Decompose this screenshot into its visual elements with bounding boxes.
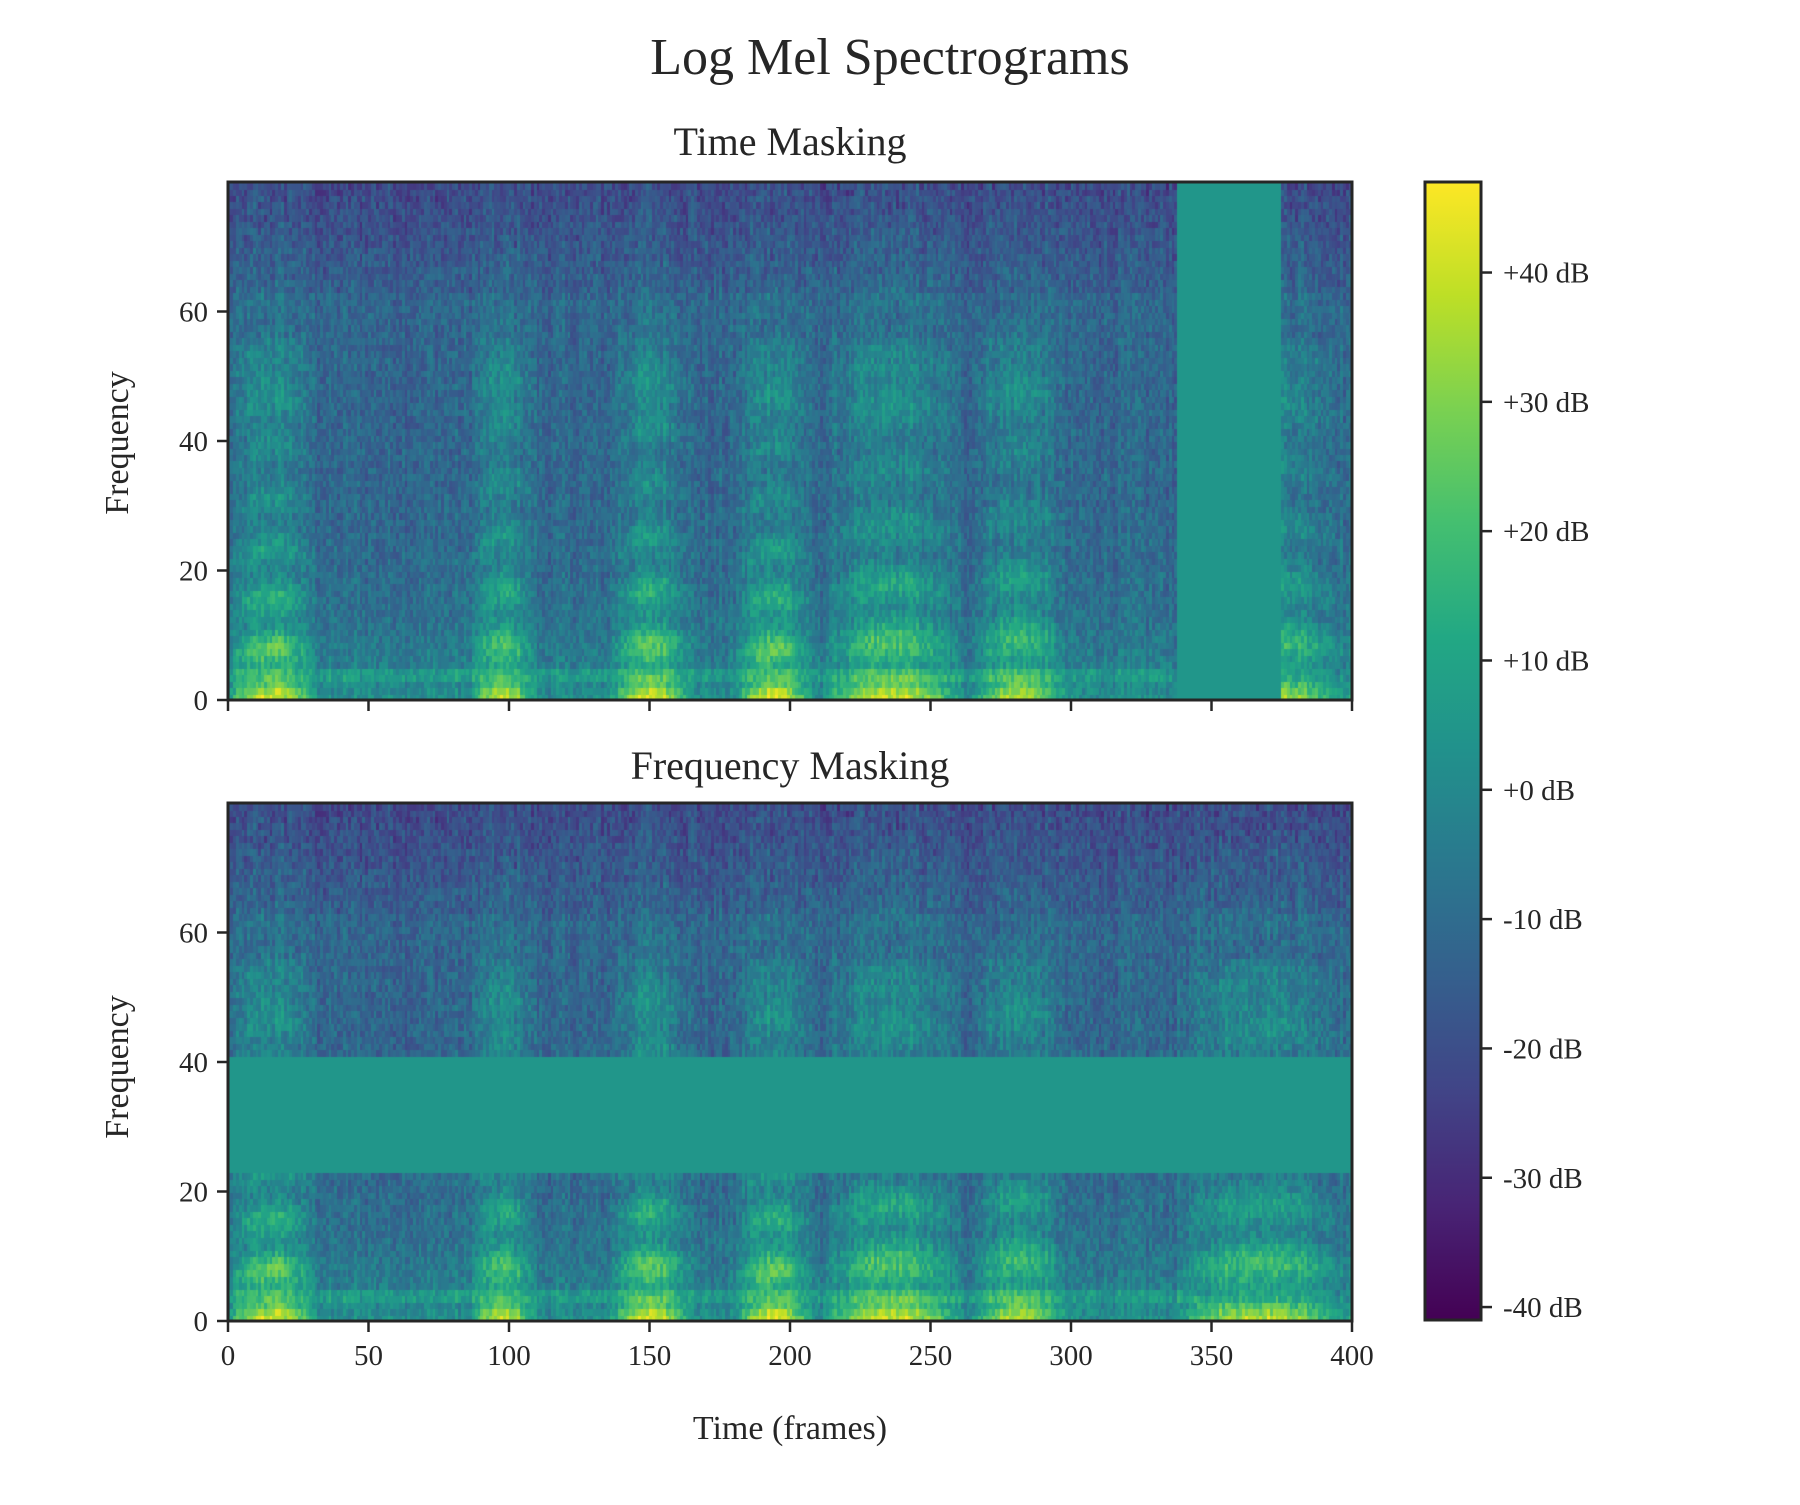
- panel-1-axes: 0 20 40 60: [179, 297, 1354, 717]
- y-tick-label: 40: [179, 1047, 208, 1079]
- panel-2-axes: 0 50 100 150 200 250 300 350 400 0 20 40 60: [179, 918, 1374, 1373]
- x-tick-label: 200: [768, 1340, 812, 1372]
- spectrogram-frequency-masking: [228, 803, 1352, 1321]
- x-axis-label: Time (frames): [693, 1410, 887, 1447]
- x-tick-label: 0: [221, 1340, 236, 1372]
- x-tick-label: 300: [1049, 1340, 1093, 1372]
- colorbar-ticks: +40 dB +30 dB +20 dB +10 dB +0 dB -10 dB -20 d…: [1481, 258, 1589, 1324]
- x-tick-label: 250: [909, 1340, 953, 1372]
- colorbar-tick-label: -40 dB: [1503, 1292, 1583, 1324]
- colorbar-tick-label: +40 dB: [1503, 258, 1589, 290]
- y-tick-label: 20: [179, 1177, 208, 1209]
- y-tick-label: 20: [179, 556, 208, 588]
- colorbar-tick-label: +0 dB: [1503, 775, 1575, 807]
- colorbar-tick-label: +10 dB: [1503, 645, 1589, 677]
- y-tick-label: 60: [179, 918, 208, 950]
- x-tick-label: 50: [354, 1340, 383, 1372]
- panel-title-time-masking: Time Masking: [673, 119, 906, 164]
- colorbar-tick-label: -30 dB: [1503, 1163, 1583, 1195]
- x-tick-label: 400: [1330, 1340, 1374, 1372]
- spectrogram-time-masking: [228, 182, 1352, 700]
- colorbar-tick-label: +20 dB: [1503, 516, 1589, 548]
- y-tick-label: 0: [194, 685, 209, 717]
- y-tick-label: 0: [194, 1306, 209, 1338]
- colorbar-tick-label: +30 dB: [1503, 387, 1589, 419]
- panel-title-frequency-masking: Frequency Masking: [631, 743, 950, 788]
- x-tick-label: 150: [628, 1340, 672, 1372]
- panel-1-ylabel: Frequency: [99, 371, 136, 515]
- y-tick-label: 60: [179, 297, 208, 329]
- colorbar: [1423, 180, 1483, 1322]
- colorbar-tick-label: -20 dB: [1503, 1033, 1583, 1065]
- x-tick-label: 100: [487, 1340, 531, 1372]
- y-tick-label: 40: [179, 426, 208, 458]
- panel-2-ylabel: Frequency: [99, 995, 136, 1139]
- x-tick-label: 350: [1190, 1340, 1234, 1372]
- figure-title: Log Mel Spectrograms: [650, 29, 1129, 86]
- colorbar-tick-label: -10 dB: [1503, 904, 1583, 936]
